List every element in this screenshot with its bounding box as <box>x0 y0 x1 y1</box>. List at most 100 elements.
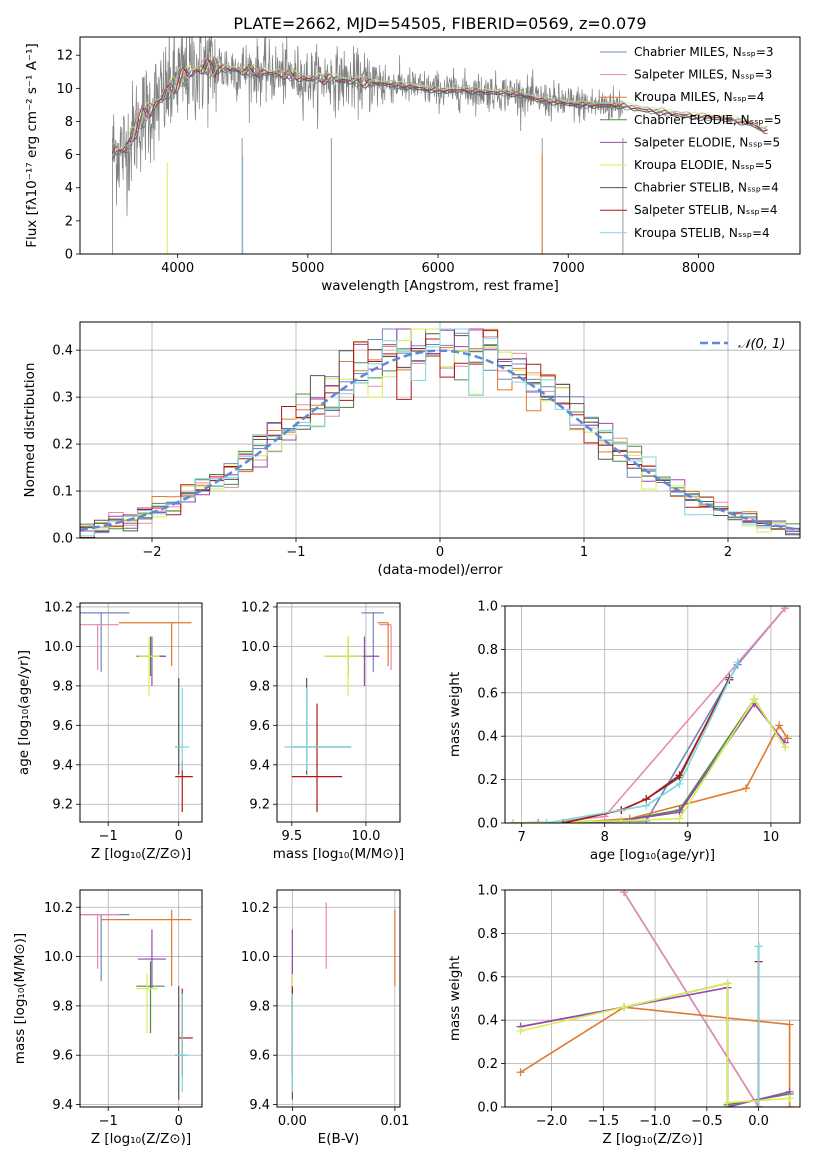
x-tick-label: 8000 <box>682 261 715 276</box>
mass-weight-marker <box>516 1027 525 1036</box>
y-tick-label: 9.2 <box>249 798 270 813</box>
x-axis-label: mass [log₁₀(M/M⊙)] <box>273 846 404 862</box>
x-tick-label: −1 <box>99 1114 118 1129</box>
x-tick-label: −1.5 <box>588 1114 620 1129</box>
y-tick-label: 0.4 <box>477 1014 498 1029</box>
y-tick-label: 9.6 <box>249 1049 270 1064</box>
y-tick-label: 1.0 <box>477 884 498 899</box>
mass-weight-marker <box>733 658 742 667</box>
x-tick-label: −2.0 <box>536 1114 568 1129</box>
plot-area <box>112 37 768 254</box>
y-tick-label: 1.0 <box>477 600 498 615</box>
x-tick-label: 7000 <box>552 261 585 276</box>
y-tick-label: 0.0 <box>477 817 498 832</box>
y-tick-label: 9.4 <box>249 1098 270 1113</box>
mass-weight-series-line <box>623 891 760 1107</box>
plot-area <box>284 612 392 813</box>
x-tick-label: 1 <box>580 545 588 560</box>
legend-entry: Kroupa ELODIE, Nₛₛₚ=5 <box>634 158 772 172</box>
y-tick-label: 4 <box>65 181 73 196</box>
x-tick-label: 0 <box>175 829 183 844</box>
y-tick-label: 0.4 <box>477 730 498 745</box>
mass-vs-ebv-panel: 9.4 9.6 9.8 10.0 10.2 0.00 0.01 E(B-V) <box>241 889 409 1147</box>
y-tick-label: 10.2 <box>241 901 270 916</box>
axes-frame <box>79 36 801 255</box>
mass-weight-vs-metallicity-panel: 0.0 0.2 0.4 0.6 0.8 1.0 −2.0 −1.5 −1.0 −0.5 0.0 Z [… <box>447 884 801 1147</box>
y-tick-label: 10 <box>56 82 73 97</box>
mass-weight-marker <box>741 784 750 793</box>
mass-weight-marker <box>785 1094 794 1103</box>
legend-entry: Kroupa STELIB, Nₛₛₚ=4 <box>634 226 770 240</box>
residuals-histogram-panel: 0.0 0.1 0.2 0.3 0.4 −2 −1 0 1 2 (data-model)/error… <box>22 321 801 578</box>
mass-weight-marker <box>754 1103 763 1107</box>
axes-frame <box>79 602 203 823</box>
axes-frame <box>504 605 801 824</box>
y-tick-label: 0.0 <box>52 532 73 547</box>
mass-weight-series-line <box>546 607 786 823</box>
mass-weight-marker <box>542 819 551 823</box>
mass-weight-marker <box>675 814 684 823</box>
mass-weight-vs-age-panel: 0.0 0.2 0.4 0.6 0.8 1.0 7 8 9 10 age [log₁₀(age/yr… <box>447 600 801 863</box>
y-tick-label: 0.6 <box>477 686 498 701</box>
y-tick-label: 9.8 <box>52 999 73 1014</box>
legend-entry: Salpeter ELODIE, Nₛₛₚ=5 <box>634 135 780 149</box>
axes-frame <box>79 889 203 1108</box>
x-tick-label: −1 <box>99 829 118 844</box>
x-tick-label: 4000 <box>161 261 194 276</box>
legend-entry: Kroupa MILES, Nₛₛₚ=4 <box>634 90 764 104</box>
y-tick-label: 9.4 <box>52 1098 73 1113</box>
y-axis-label: Normed distribution <box>22 363 38 498</box>
y-axis-label: mass [log₁₀(M/M⊙)] <box>12 933 28 1064</box>
y-tick-label: 9.6 <box>52 719 73 734</box>
y-tick-label: 9.4 <box>249 758 270 773</box>
plot-area <box>291 902 396 1100</box>
x-axis-label: wavelength [Angstrom, rest frame] <box>321 278 559 294</box>
mass-weight-marker <box>785 1020 794 1029</box>
y-tick-label: 10.0 <box>44 950 73 965</box>
mass-weight-marker <box>534 819 543 823</box>
plot-area <box>80 909 193 1100</box>
y-tick-label: 0.0 <box>477 1101 498 1116</box>
mass-weight-marker <box>775 721 784 730</box>
y-tick-label: 0.8 <box>477 643 498 658</box>
y-tick-label: 10.2 <box>44 600 73 615</box>
y-tick-label: 0.2 <box>477 773 498 788</box>
y-axis-label: Flux [fλ10⁻¹⁷ erg cm⁻² s⁻¹ A⁻¹] <box>24 43 40 248</box>
mass-weight-marker <box>509 819 518 823</box>
mass-weight-marker <box>754 942 763 951</box>
y-tick-label: 12 <box>56 49 73 64</box>
mass-weight-marker <box>723 1098 732 1107</box>
y-tick-label: 10.0 <box>241 640 270 655</box>
legend-entry: Salpeter MILES, Nₛₛₚ=3 <box>634 68 772 82</box>
x-tick-label: 0.00 <box>278 1114 307 1129</box>
age-vs-mass-panel: 9.2 9.4 9.6 9.8 10.0 10.2 9.5 10.0 mass [log₁₀(M… <box>241 600 404 862</box>
y-tick-label: 9.6 <box>249 719 270 734</box>
legend-entry: Chabrier STELIB, Nₛₛₚ=4 <box>634 181 779 195</box>
legend-entry: Salpeter STELIB, Nₛₛₚ=4 <box>634 203 778 217</box>
x-tick-label: 10 <box>763 830 780 845</box>
y-axis-label: age [log₁₀(age/yr)] <box>16 650 32 775</box>
mass-weight-marker <box>783 734 792 743</box>
y-tick-label: 2 <box>65 214 73 229</box>
x-tick-label: −2 <box>142 545 161 560</box>
y-tick-label: 9.8 <box>249 679 270 694</box>
y-tick-label: 0.1 <box>52 485 73 500</box>
y-tick-label: 0.4 <box>52 344 73 359</box>
figure-title: PLATE=2662, MJD=54505, FIBERID=0569, z=0… <box>233 14 646 33</box>
mass-weight-marker <box>781 743 790 752</box>
y-tick-label: 10.0 <box>241 950 270 965</box>
mass-weight-marker <box>750 695 759 704</box>
x-tick-label: 10.0 <box>351 829 380 844</box>
mass-weight-marker <box>620 1003 629 1012</box>
y-tick-label: 8 <box>65 115 73 130</box>
y-tick-label: 10.2 <box>44 901 73 916</box>
y-tick-label: 9.6 <box>52 1049 73 1064</box>
y-tick-label: 6 <box>65 148 73 163</box>
y-axis-label: mass weight <box>447 956 463 1041</box>
mass-weight-marker <box>617 816 626 823</box>
y-tick-label: 0.2 <box>52 438 73 453</box>
mass-weight-marker <box>516 1068 525 1077</box>
y-tick-label: 0.3 <box>52 391 73 406</box>
y-tick-label: 9.2 <box>52 798 73 813</box>
